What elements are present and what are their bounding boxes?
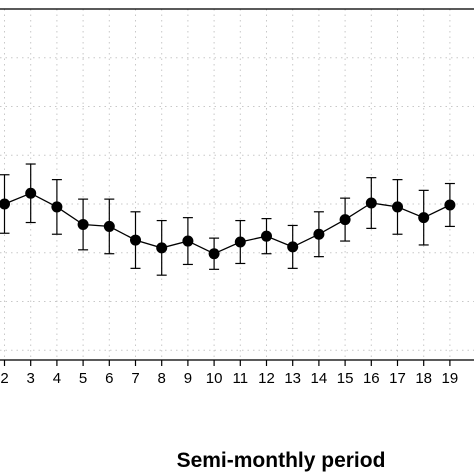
data-point-17	[392, 201, 403, 213]
x-tick-label-6: 6	[105, 370, 113, 387]
x-tick-label-2: 2	[0, 370, 8, 387]
x-axis-ticks	[3, 360, 451, 366]
data-point-5	[77, 218, 89, 230]
x-tick-label-19: 19	[442, 370, 459, 387]
x-tick-label-14: 14	[311, 370, 328, 387]
series-line	[4, 192, 451, 255]
data-point-9	[182, 235, 194, 247]
x-tick-label-4: 4	[53, 370, 61, 387]
data-point-6	[103, 220, 115, 232]
data-point-3	[25, 187, 37, 199]
data-point-14	[313, 228, 325, 240]
data-point-2	[0, 198, 10, 210]
data-point-10	[208, 248, 220, 260]
x-tick-label-17: 17	[389, 370, 406, 387]
x-tick-label-16: 16	[363, 370, 380, 387]
x-tick-label-7: 7	[131, 370, 139, 387]
x-tick-label-15: 15	[337, 370, 354, 387]
data-point-15	[339, 214, 351, 226]
x-tick-label-8: 8	[158, 370, 166, 387]
x-axis-label: Semi-monthly period	[177, 449, 386, 472]
x-tick-label-12: 12	[258, 370, 275, 387]
x-tick-label-3: 3	[27, 370, 35, 387]
x-tick-label-13: 13	[284, 370, 301, 387]
x-tick-label-18: 18	[415, 370, 432, 387]
data-point-19	[444, 199, 456, 211]
data-point-18	[418, 212, 430, 224]
data-point-4	[51, 201, 63, 213]
data-point-16	[365, 197, 377, 209]
data-point-11	[234, 236, 246, 248]
grid	[0, 9, 474, 360]
x-tick-label-9: 9	[184, 370, 192, 387]
error-bars	[0, 163, 455, 276]
plot-frame	[0, 8, 474, 361]
x-tick-label-5: 5	[79, 370, 87, 387]
data-point-8	[156, 242, 168, 254]
data-points	[0, 187, 456, 260]
x-axis-tick-labels: 2 3 4 5 6 7 8 9 10 11 12 13 14 15 16 17 18 19	[0, 370, 458, 387]
data-point-12	[261, 230, 272, 242]
data-point-13	[287, 241, 299, 253]
data-point-7	[130, 234, 141, 246]
x-tick-label-11: 11	[233, 370, 249, 387]
x-tick-label-10: 10	[206, 370, 223, 387]
